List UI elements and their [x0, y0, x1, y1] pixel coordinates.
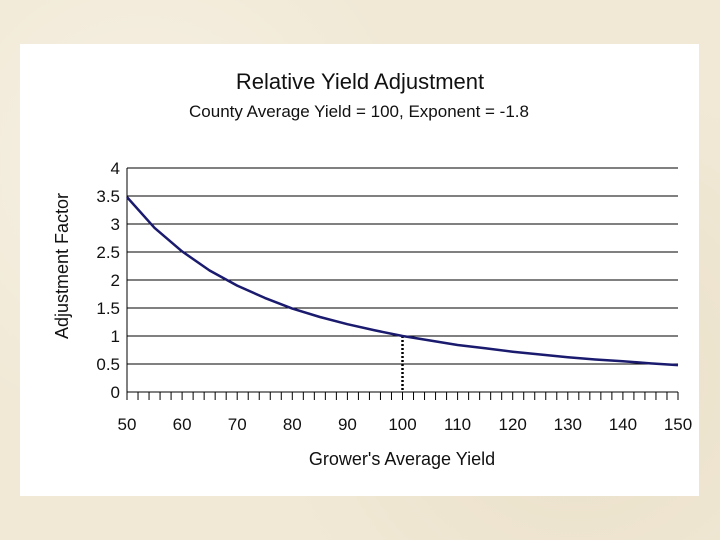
chart-subtitle: County Average Yield = 100, Exponent = -…: [189, 102, 529, 121]
x-tick-label-10: 150: [664, 415, 692, 434]
y-tick-label-7: 3.5: [96, 187, 120, 206]
x-tick-label-2: 70: [228, 415, 247, 434]
x-tick-label-1: 60: [173, 415, 192, 434]
y-tick-label-4: 2: [111, 271, 120, 290]
y-tick-label-6: 3: [111, 215, 120, 234]
x-tick-label-3: 80: [283, 415, 302, 434]
x-tick-label-4: 90: [338, 415, 357, 434]
y-tick-label-8: 4: [111, 159, 120, 178]
x-tick-label-5: 100: [388, 415, 416, 434]
y-tick-label-5: 2.5: [96, 243, 120, 262]
series-line-0: [126, 196, 679, 367]
chart-title: Relative Yield Adjustment: [236, 69, 484, 94]
x-axis-label: Grower's Average Yield: [309, 449, 495, 469]
x-tick-label-6: 110: [444, 415, 471, 434]
y-tick-label-0: 0: [111, 383, 120, 402]
x-tick-label-9: 140: [609, 415, 637, 434]
chart-panel: Relative Yield Adjustment County Average…: [20, 44, 699, 496]
y-tick-label-3: 1.5: [96, 299, 120, 318]
y-axis-label: Adjustment Factor: [52, 193, 72, 339]
y-tick-label-1: 0.5: [96, 355, 120, 374]
chart: Relative Yield Adjustment County Average…: [52, 69, 692, 469]
x-tick-label-7: 120: [499, 415, 527, 434]
x-tick-label-8: 130: [554, 415, 582, 434]
x-tick-label-0: 50: [118, 415, 137, 434]
y-tick-label-2: 1: [111, 327, 120, 346]
plot-area: 0 0.5 1 1.5 2 2.5 3 3.5 4 50 60 70 80 90 100 110 120 130 1…: [96, 159, 692, 434]
